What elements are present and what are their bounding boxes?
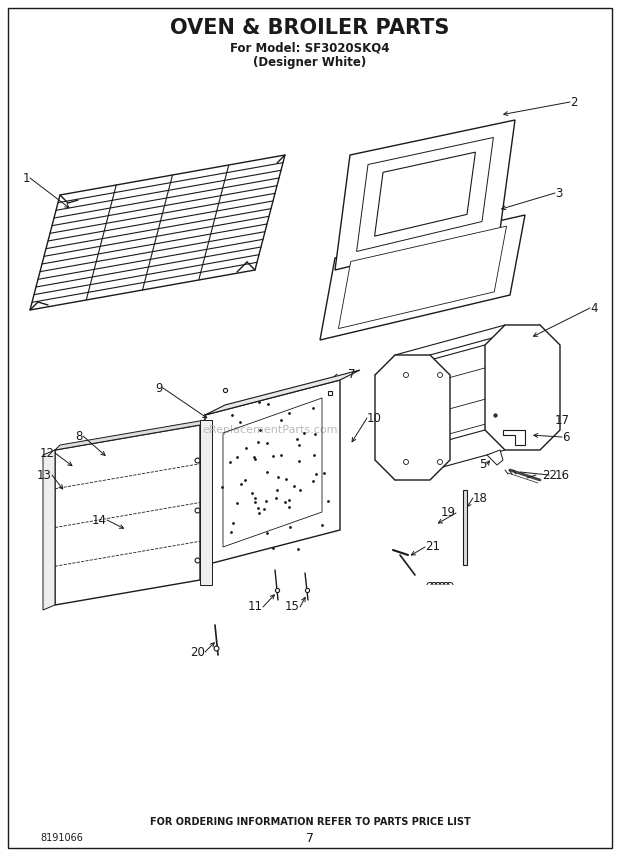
Polygon shape xyxy=(55,425,200,605)
Polygon shape xyxy=(55,420,205,450)
Polygon shape xyxy=(485,325,560,450)
Text: 21: 21 xyxy=(425,540,440,554)
Circle shape xyxy=(404,460,409,465)
Polygon shape xyxy=(205,370,360,415)
Circle shape xyxy=(404,372,409,377)
Circle shape xyxy=(438,460,443,465)
Text: OVEN & BROILER PARTS: OVEN & BROILER PARTS xyxy=(170,18,450,38)
Text: 7: 7 xyxy=(348,367,355,381)
Text: 10: 10 xyxy=(367,412,382,425)
Text: 20: 20 xyxy=(190,645,205,658)
Text: 3: 3 xyxy=(555,187,562,199)
Text: 7: 7 xyxy=(306,831,314,845)
Polygon shape xyxy=(339,226,507,329)
Polygon shape xyxy=(43,450,55,610)
Text: 8: 8 xyxy=(76,430,83,443)
Text: 16: 16 xyxy=(555,468,570,482)
Text: eReplacementParts.com: eReplacementParts.com xyxy=(202,425,338,435)
Text: 5: 5 xyxy=(480,457,487,471)
Text: 9: 9 xyxy=(156,382,163,395)
Text: 18: 18 xyxy=(473,491,488,504)
Text: 1: 1 xyxy=(22,171,30,185)
Polygon shape xyxy=(200,420,212,585)
Text: For Model: SF3020SKQ4: For Model: SF3020SKQ4 xyxy=(230,41,390,55)
Text: 17: 17 xyxy=(555,413,570,426)
Polygon shape xyxy=(205,380,340,565)
Polygon shape xyxy=(487,450,503,465)
Text: 6: 6 xyxy=(562,431,570,443)
Text: 2: 2 xyxy=(570,96,577,109)
Text: 12: 12 xyxy=(40,447,55,460)
Text: 19: 19 xyxy=(441,507,456,520)
Text: 15: 15 xyxy=(285,601,300,614)
Text: 13: 13 xyxy=(37,468,52,482)
Polygon shape xyxy=(503,430,525,445)
Text: 4: 4 xyxy=(590,301,598,314)
Polygon shape xyxy=(335,120,515,270)
Polygon shape xyxy=(374,152,476,236)
Text: (Designer White): (Designer White) xyxy=(254,56,366,68)
Polygon shape xyxy=(320,215,525,340)
Text: 11: 11 xyxy=(248,601,263,614)
Text: 14: 14 xyxy=(92,514,107,526)
Polygon shape xyxy=(30,155,285,310)
Polygon shape xyxy=(375,355,450,480)
Circle shape xyxy=(438,372,443,377)
Text: 8191066: 8191066 xyxy=(40,833,83,843)
Polygon shape xyxy=(356,138,494,252)
Text: 22: 22 xyxy=(542,468,557,482)
Text: FOR ORDERING INFORMATION REFER TO PARTS PRICE LIST: FOR ORDERING INFORMATION REFER TO PARTS … xyxy=(149,817,471,827)
Polygon shape xyxy=(463,490,467,565)
